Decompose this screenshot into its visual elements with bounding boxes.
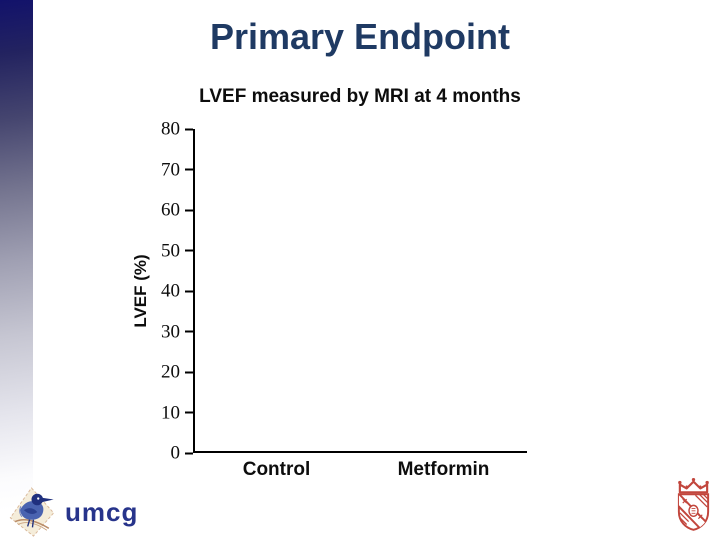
y-tick-mark	[185, 128, 193, 130]
y-tick-label: 0	[170, 442, 181, 464]
y-tick-30: 30	[154, 322, 193, 341]
y-tick-label: 60	[161, 199, 180, 221]
umcg-logo: umcg	[8, 487, 138, 537]
y-tick-label: 50	[161, 240, 180, 261]
y-tick-mark	[185, 209, 193, 211]
y-tick-label: 70	[161, 159, 180, 180]
x-axis-labels: Control Metformin	[193, 459, 527, 481]
y-tick-label: 30	[161, 321, 180, 342]
y-tick-20: 20	[154, 363, 193, 382]
x-category-label-control: Control	[242, 459, 311, 480]
y-tick-0: 0	[154, 444, 193, 463]
y-tick-mark	[185, 411, 193, 414]
y-tick-mark	[185, 249, 193, 252]
chart-title: LVEF measured by MRI at 4 months	[199, 86, 521, 107]
y-tick-70: 70	[154, 160, 193, 179]
plot-area	[193, 129, 527, 453]
y-tick-10: 10	[154, 403, 193, 422]
y-tick-mark	[185, 371, 193, 373]
y-tick-mark	[185, 330, 193, 333]
x-category-label-metformin: Metformin	[397, 459, 490, 480]
y-tick-50: 50	[154, 241, 193, 260]
y-tick-mark	[185, 168, 193, 171]
y-tick-label: 40	[161, 280, 180, 302]
y-tick-label: 80	[161, 118, 180, 140]
y-tick-label: 20	[161, 361, 180, 383]
umcg-bird-icon	[9, 487, 55, 537]
groningen-crest-icon	[677, 477, 710, 531]
y-tick-mark	[185, 452, 193, 454]
slide-title: Primary Endpoint	[209, 16, 511, 57]
y-tick-60: 60	[154, 201, 193, 220]
y-tick-80: 80	[154, 120, 193, 139]
y-tick-mark	[185, 290, 193, 292]
y-axis-ticks: 0 10 20 30 40 50 60 70 80	[138, 120, 193, 463]
left-gradient-bar	[0, 0, 33, 540]
y-tick-40: 40	[154, 282, 193, 301]
y-tick-label: 10	[161, 402, 180, 423]
umcg-wordmark: umcg	[65, 497, 139, 527]
